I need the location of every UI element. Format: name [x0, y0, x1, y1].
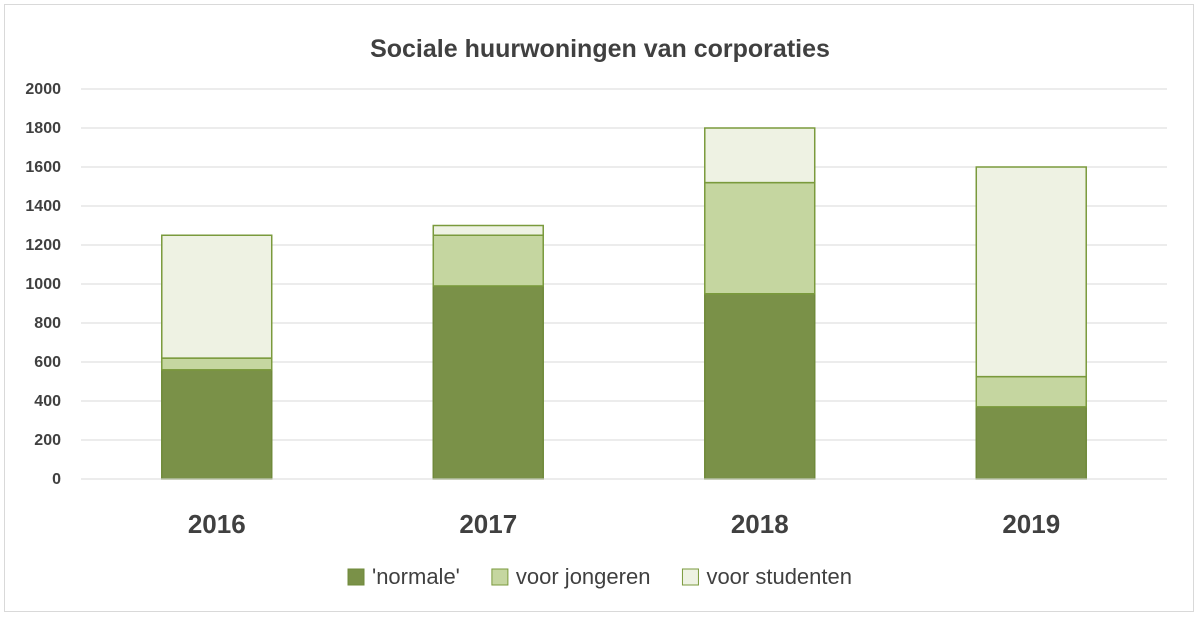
bar-segment	[975, 375, 1087, 408]
legend-label: voor jongeren	[516, 564, 651, 589]
bar-segment	[432, 234, 544, 287]
y-tick-label: 2000	[25, 81, 61, 98]
legend-label: voor studenten	[706, 564, 852, 589]
legend: 'normale' voor jongeren voor studenten	[347, 564, 852, 589]
y-tick-label: 0	[52, 471, 61, 488]
y-tick-label: 200	[34, 432, 61, 449]
bar-segment	[161, 369, 273, 480]
bar-segment	[975, 166, 1087, 378]
bar-segment	[161, 234, 273, 359]
y-tick-label: 1800	[25, 120, 61, 137]
x-tick-label: 2018	[731, 509, 789, 539]
bar-segment	[704, 181, 816, 295]
x-tick-label: 2017	[459, 509, 517, 539]
x-axis-tick-labels: 2016 2017 2018 2019	[188, 509, 1060, 539]
legend-swatch	[347, 568, 365, 586]
y-axis-tick-labels: 0 200 400 600 800 1000 1200 1400 1600 1800 2000	[25, 81, 61, 488]
bar-segment	[432, 285, 544, 480]
bar-segment	[975, 406, 1087, 480]
legend-swatch	[681, 568, 699, 586]
bar-segment	[704, 127, 816, 184]
y-tick-label: 1400	[25, 198, 61, 215]
y-tick-label: 1000	[25, 276, 61, 293]
bar-segment	[161, 357, 273, 371]
legend-swatch	[491, 568, 509, 586]
x-tick-label: 2019	[1002, 509, 1060, 539]
y-tick-label: 600	[34, 354, 61, 371]
bar-segment	[704, 293, 816, 480]
y-tick-label: 800	[34, 315, 61, 332]
chart-frame: Sociale huurwoningen van corporaties 0 20…	[4, 4, 1194, 612]
bars	[161, 127, 1087, 480]
y-tick-label: 1200	[25, 237, 61, 254]
x-tick-label: 2016	[188, 509, 246, 539]
y-tick-label: 400	[34, 393, 61, 410]
legend-label: 'normale'	[372, 564, 460, 589]
chart-title: Sociale huurwoningen van corporaties	[370, 35, 830, 63]
y-tick-label: 1600	[25, 159, 61, 176]
bar-segment	[432, 224, 544, 236]
stacked-bar-chart: Sociale huurwoningen van corporaties 0 20…	[25, 35, 1167, 589]
